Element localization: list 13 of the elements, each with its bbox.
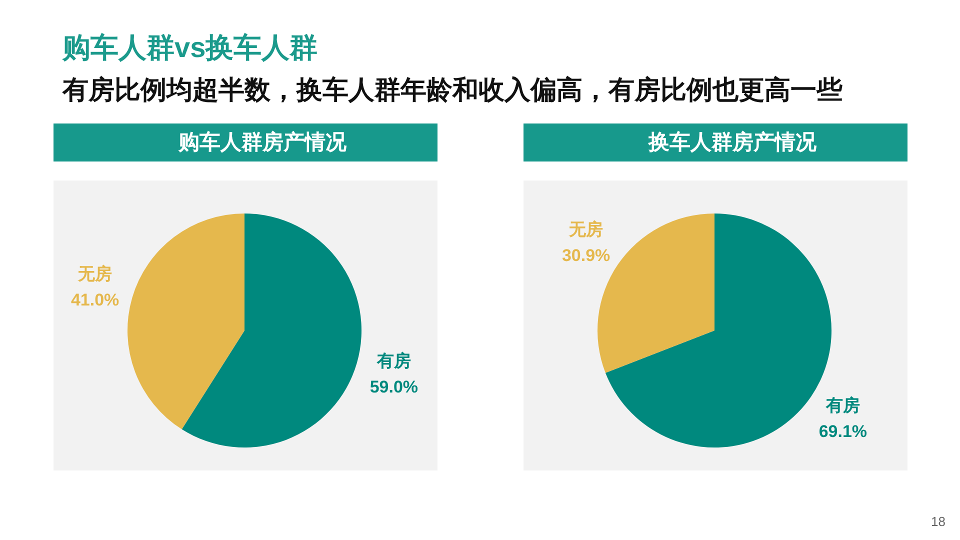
slice-label: 有房 (824, 396, 860, 415)
data-label: 59.0% (370, 377, 418, 396)
data-label: 41.0% (70, 290, 120, 310)
text: 18 (931, 514, 946, 529)
slice-label: 有房 (376, 351, 411, 370)
chart-title: 购车人群房产情况 (178, 130, 348, 154)
slice-label: 无房 (568, 220, 604, 240)
text: 购车人群vs换车人群 (62, 32, 318, 63)
data-label: 30.9% (562, 246, 610, 266)
text: 有房比例均超半数，换车人群年龄和收入偏高，有房比例也更高一些 (62, 74, 842, 104)
slice-label: 无房 (77, 264, 112, 284)
data-label: 69.1% (818, 422, 868, 441)
chart-title: 换车人群房产情况 (648, 130, 818, 154)
